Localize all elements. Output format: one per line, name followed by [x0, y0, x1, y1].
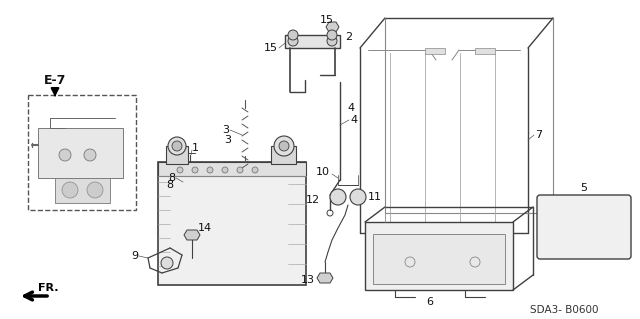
Text: FR.: FR. — [38, 283, 58, 293]
Circle shape — [274, 136, 294, 156]
Circle shape — [279, 141, 289, 151]
Bar — [425, 48, 445, 54]
Bar — [158, 162, 306, 176]
Circle shape — [252, 167, 258, 173]
Text: 10: 10 — [316, 167, 330, 177]
Circle shape — [327, 30, 337, 40]
Circle shape — [172, 141, 182, 151]
Text: 6: 6 — [426, 297, 433, 307]
Circle shape — [288, 30, 298, 40]
Text: 13: 13 — [301, 275, 315, 285]
Circle shape — [330, 189, 346, 205]
Circle shape — [222, 167, 228, 173]
Text: E-7: E-7 — [44, 73, 66, 86]
FancyBboxPatch shape — [537, 195, 631, 259]
Circle shape — [327, 36, 337, 46]
Text: 8: 8 — [166, 180, 173, 190]
Polygon shape — [184, 230, 200, 240]
Bar — [28, 95, 136, 210]
Text: 15: 15 — [320, 15, 334, 25]
Text: 4: 4 — [347, 103, 354, 113]
Text: 9: 9 — [131, 251, 138, 261]
Text: 3: 3 — [224, 135, 231, 145]
Polygon shape — [365, 222, 513, 290]
Circle shape — [192, 167, 198, 173]
Bar — [158, 162, 306, 285]
Text: 1: 1 — [177, 142, 184, 152]
Text: 3: 3 — [222, 125, 229, 135]
Text: 14: 14 — [198, 223, 212, 233]
Circle shape — [84, 149, 96, 161]
Text: SDA3- B0600: SDA3- B0600 — [530, 305, 598, 315]
Polygon shape — [326, 22, 339, 32]
Circle shape — [62, 182, 78, 198]
Polygon shape — [373, 234, 505, 284]
Circle shape — [161, 257, 173, 269]
Bar — [38, 128, 123, 178]
Circle shape — [87, 182, 103, 198]
Text: 4: 4 — [350, 115, 357, 125]
Circle shape — [237, 167, 243, 173]
Bar — [271, 146, 296, 164]
Circle shape — [168, 137, 186, 155]
Polygon shape — [317, 273, 333, 283]
Polygon shape — [285, 35, 340, 48]
Circle shape — [59, 149, 71, 161]
Bar — [166, 146, 188, 164]
Bar — [475, 48, 495, 54]
Bar — [55, 178, 110, 203]
Text: 1: 1 — [192, 143, 199, 153]
Text: 12: 12 — [306, 195, 320, 205]
Polygon shape — [183, 178, 197, 188]
Text: 11: 11 — [368, 192, 382, 202]
Text: 15: 15 — [264, 43, 278, 53]
Circle shape — [350, 189, 366, 205]
Text: 7: 7 — [535, 130, 542, 140]
Circle shape — [177, 167, 183, 173]
Text: 8: 8 — [168, 173, 175, 183]
Text: 2: 2 — [345, 32, 352, 42]
Circle shape — [207, 167, 213, 173]
Circle shape — [288, 36, 298, 46]
Text: 5: 5 — [580, 183, 587, 193]
